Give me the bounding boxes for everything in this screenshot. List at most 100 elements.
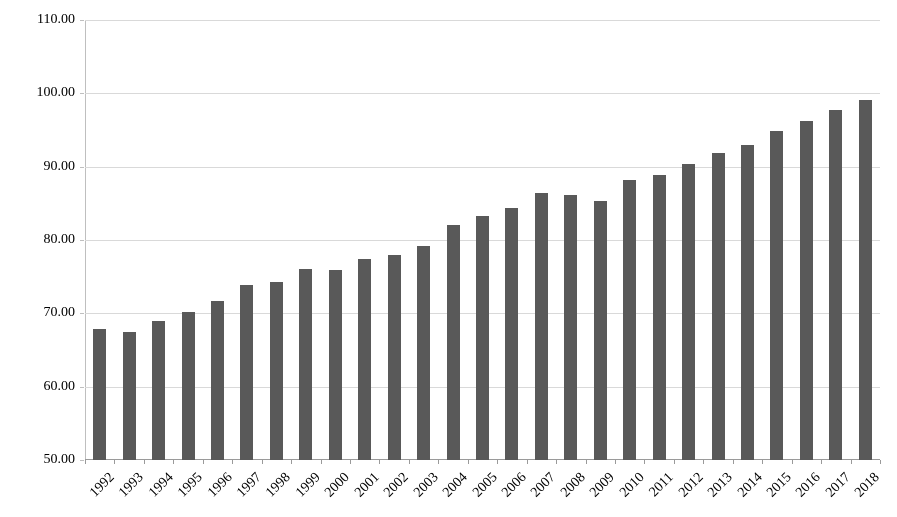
y-axis-tick-label: 90.00 [43, 158, 76, 174]
x-axis-tick-label: 1992 [86, 470, 118, 501]
x-axis-tick-mark [85, 460, 86, 464]
x-axis-tick-mark [526, 460, 528, 464]
x-axis-tick-label: 2008 [558, 470, 589, 501]
plot-area [85, 20, 880, 460]
y-axis-tick-mark [80, 20, 84, 21]
x-axis-tick-mark [673, 460, 675, 464]
y-axis-tick-mark [80, 240, 84, 241]
y-axis-tick-label: 80.00 [43, 232, 76, 247]
x-axis-tick-mark [732, 460, 734, 464]
bar [122, 332, 136, 460]
x-axis-tick-label: 1995 [175, 470, 206, 501]
x-axis-tick-label: 2017 [823, 470, 854, 501]
bar [711, 152, 725, 460]
bar [299, 269, 313, 460]
x-axis-tick-mark [850, 460, 852, 464]
x-axis-tick-label: 2005 [469, 470, 501, 501]
x-axis-tick-mark [585, 460, 587, 464]
x-axis-tick-label: 2011 [646, 470, 677, 501]
y-axis-tick-mark [80, 93, 84, 95]
x-axis-tick-label: 2013 [705, 470, 736, 501]
bar [623, 179, 637, 460]
bar [387, 255, 401, 460]
y-axis-tick-mark [80, 460, 84, 461]
x-axis-tick-label: 1996 [204, 470, 236, 501]
x-axis-tick-mark [173, 460, 175, 464]
x-axis-tick-mark [291, 460, 293, 464]
y-axis-tick-label: 60.00 [43, 378, 76, 394]
x-axis-tick-label: 2016 [793, 470, 824, 501]
bar [682, 164, 696, 460]
x-axis-tick-mark [114, 460, 116, 464]
bar [269, 281, 283, 460]
x-axis-tick-mark [408, 460, 410, 464]
x-axis-tick-label: 2006 [499, 470, 530, 501]
y-axis-tick-label: 110.00 [37, 12, 75, 27]
x-axis-tick-mark [880, 460, 881, 464]
x-axis-tick-label: 2015 [764, 470, 795, 501]
x-axis-tick-mark [556, 460, 558, 464]
x-axis-tick-mark [791, 460, 793, 464]
x-axis-tick-mark [438, 460, 440, 464]
x-axis-tick-label: 1999 [293, 470, 324, 501]
bar [417, 245, 431, 460]
x-axis-tick-mark [703, 460, 705, 464]
bar [240, 285, 254, 460]
x-axis-tick-mark [467, 460, 469, 464]
x-axis-tick-label: 2018 [852, 470, 883, 501]
y-axis-tick-label: 70.00 [43, 305, 76, 321]
bar [534, 193, 548, 460]
x-axis-tick-mark [261, 460, 263, 464]
bar [799, 121, 813, 460]
x-axis-tick-label: 1998 [263, 470, 294, 501]
x-axis-tick-label: 2007 [528, 470, 559, 501]
bar [358, 259, 372, 460]
x-axis-tick-mark [821, 460, 823, 464]
x-axis-tick-label: 2014 [734, 470, 766, 501]
y-axis-tick-mark [80, 313, 84, 315]
gridline [85, 20, 880, 21]
x-axis-tick-mark [202, 460, 204, 464]
y-axis-tick-mark [80, 386, 84, 388]
x-axis-tick-mark [615, 460, 616, 464]
x-axis-tick-label: 2012 [675, 470, 707, 501]
bar [181, 311, 195, 460]
bar [829, 110, 843, 460]
x-axis-tick-label: 2002 [381, 470, 412, 501]
x-axis-tick-label: 2000 [322, 470, 353, 501]
x-axis-tick-label: 2001 [351, 470, 383, 501]
x-axis-tick-mark [350, 460, 351, 464]
gridline [85, 166, 880, 168]
bar [652, 175, 666, 460]
bar [328, 270, 342, 460]
bar [770, 130, 784, 460]
y-axis-tick-label: 50.00 [43, 452, 76, 467]
x-axis-tick-label: 1997 [234, 470, 265, 501]
x-axis-tick-label: 2009 [587, 470, 618, 501]
bar [858, 99, 872, 460]
x-axis-tick-mark [143, 460, 145, 464]
x-axis-tick-label: 1993 [116, 470, 147, 501]
x-axis-tick-mark [379, 460, 381, 464]
bar [476, 215, 489, 460]
x-axis-tick-label: 2003 [410, 470, 442, 501]
bar [211, 300, 224, 460]
x-axis-tick-label: 2010 [616, 470, 648, 501]
x-axis-tick-mark [644, 460, 646, 464]
bar [564, 195, 578, 460]
bar [741, 144, 754, 460]
x-axis-tick-mark [232, 460, 234, 464]
bar [505, 207, 519, 460]
bar [593, 201, 607, 460]
x-axis-tick-mark [320, 460, 322, 464]
y-axis-tick-label: 100.00 [36, 85, 76, 101]
x-axis-tick-mark [762, 460, 764, 464]
bar [152, 320, 166, 460]
x-axis-tick-label: 2004 [440, 470, 471, 501]
gridline [85, 93, 880, 95]
x-axis-tick-mark [497, 460, 499, 464]
y-axis-tick-mark [80, 166, 84, 168]
bar [93, 329, 107, 460]
x-axis-tick-label: 1994 [145, 470, 177, 501]
